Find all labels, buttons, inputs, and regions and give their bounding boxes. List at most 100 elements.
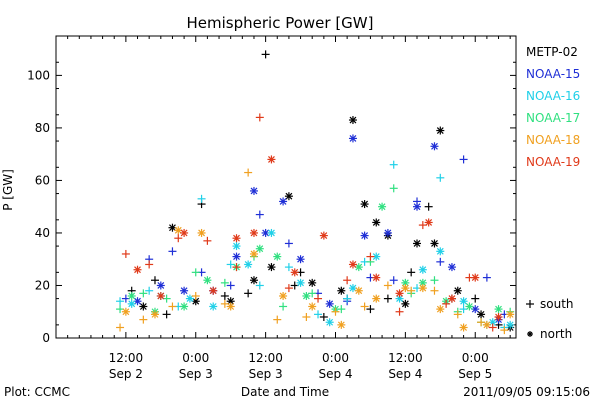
point-metp-02-south xyxy=(407,268,416,277)
point-noaa-15-north xyxy=(348,134,357,143)
point-noaa-17-south xyxy=(279,302,288,311)
point-noaa-17-north xyxy=(302,291,311,300)
point-noaa-19-south xyxy=(314,294,323,303)
x-tick-time-label: 0:00 xyxy=(322,351,349,365)
point-noaa-19-south xyxy=(203,236,212,245)
point-noaa-17-north xyxy=(203,276,212,285)
point-noaa-18-south xyxy=(273,315,282,324)
point-metp-02-north xyxy=(401,299,410,308)
point-noaa-17-south xyxy=(220,278,229,287)
point-noaa-16-south xyxy=(255,281,264,290)
point-metp-02-north xyxy=(430,239,439,248)
point-noaa-15-north xyxy=(180,286,189,295)
point-noaa-16-north xyxy=(348,284,357,293)
point-noaa-15-south xyxy=(284,239,293,248)
point-noaa-19-south xyxy=(284,284,293,293)
point-noaa-19-north xyxy=(319,231,328,240)
x-tick-day-label: Sep 5 xyxy=(458,367,492,381)
y-tick-label: 60 xyxy=(35,173,50,187)
point-metp-02-south xyxy=(261,50,270,59)
point-noaa-16-south xyxy=(284,263,293,272)
footer-timestamp: 2011/09/05 09:15:06 xyxy=(463,385,590,399)
point-noaa-15-north xyxy=(413,202,422,211)
point-noaa-18-south xyxy=(383,281,392,290)
y-tick-label: 100 xyxy=(27,68,50,82)
marker-legend: south north xyxy=(526,297,574,341)
point-metp-02-south xyxy=(366,305,375,314)
point-noaa-16-south xyxy=(389,160,398,169)
point-noaa-18-north xyxy=(226,302,235,311)
point-noaa-19-south xyxy=(366,252,375,261)
marker-legend-star-icon xyxy=(527,331,533,337)
point-noaa-18-north xyxy=(279,291,288,300)
point-noaa-19-north xyxy=(180,228,189,237)
point-noaa-18-south xyxy=(139,315,148,324)
point-noaa-19-north xyxy=(156,291,165,300)
point-noaa-16-north xyxy=(127,299,136,308)
legend-item-metp-02: METP-02 xyxy=(526,45,578,59)
point-metp-02-north xyxy=(249,276,258,285)
point-noaa-18-north xyxy=(459,323,468,332)
point-noaa-18-north xyxy=(249,249,258,258)
x-tick-day-label: Sep 3 xyxy=(249,367,283,381)
point-noaa-18-south xyxy=(500,326,509,335)
point-noaa-16-south xyxy=(197,194,206,203)
legend-item-noaa-19: NOAA-19 xyxy=(526,155,580,169)
chart-title: Hemispheric Power [GW] xyxy=(187,14,374,32)
legend-item-noaa-15: NOAA-15 xyxy=(526,67,580,81)
point-noaa-19-north xyxy=(424,218,433,227)
point-noaa-18-south xyxy=(168,302,177,311)
point-metp-02-south xyxy=(162,310,171,319)
point-noaa-17-north xyxy=(180,302,189,311)
point-noaa-18-north xyxy=(337,320,346,329)
point-noaa-16-north xyxy=(418,265,427,274)
point-noaa-15-south xyxy=(168,247,177,256)
point-noaa-18-north xyxy=(121,307,130,316)
point-metp-02-south xyxy=(150,276,159,285)
point-metp-02-north xyxy=(436,126,445,135)
x-axis-ticks: 12:00 Sep 2 0:00 Sep 3 12:00 Sep 3 0:00 Sep 4 12… xyxy=(67,36,511,381)
point-metp-02-north xyxy=(372,218,381,227)
point-noaa-15-north xyxy=(447,263,456,272)
point-noaa-19-north xyxy=(494,312,503,321)
point-noaa-19-south xyxy=(174,234,183,243)
point-noaa-18-south xyxy=(331,307,340,316)
point-noaa-17-north xyxy=(255,244,264,253)
point-noaa-15-south xyxy=(482,273,491,282)
point-noaa-19-south xyxy=(395,307,404,316)
point-noaa-19-north xyxy=(372,273,381,282)
legend-item-noaa-16: NOAA-16 xyxy=(526,89,580,103)
point-metp-02-north xyxy=(360,200,369,209)
point-noaa-18-north xyxy=(372,294,381,303)
point-metp-02-south xyxy=(244,289,253,298)
point-noaa-19-south xyxy=(232,263,241,272)
point-noaa-16-north xyxy=(436,247,445,256)
point-metp-02-south xyxy=(220,291,229,300)
point-noaa-18-south xyxy=(302,312,311,321)
y-tick-label: 80 xyxy=(35,121,50,135)
point-noaa-17-north xyxy=(465,302,474,311)
point-noaa-15-south xyxy=(459,155,468,164)
point-noaa-15-south xyxy=(389,276,398,285)
plot-frame xyxy=(55,35,517,339)
point-noaa-18-north xyxy=(436,305,445,314)
point-metp-02-north xyxy=(267,263,276,272)
point-noaa-19-south xyxy=(488,323,497,332)
y-tick-label: 40 xyxy=(35,226,50,240)
point-noaa-15-south xyxy=(436,257,445,266)
point-noaa-19-north xyxy=(232,234,241,243)
point-noaa-19-south xyxy=(442,299,451,308)
x-tick-time-label: 12:00 xyxy=(109,351,144,365)
point-metp-02-north xyxy=(348,116,357,125)
y-tick-label: 20 xyxy=(35,278,50,292)
point-noaa-18-north xyxy=(150,310,159,319)
point-noaa-19-south xyxy=(255,113,264,122)
point-noaa-15-south xyxy=(226,281,235,290)
point-noaa-15-north xyxy=(325,299,334,308)
x-tick-day-label: Sep 4 xyxy=(318,367,352,381)
point-noaa-18-north xyxy=(197,228,206,237)
point-noaa-19-north xyxy=(471,273,480,282)
point-noaa-16-north xyxy=(244,260,253,269)
point-noaa-18-south xyxy=(244,168,253,177)
